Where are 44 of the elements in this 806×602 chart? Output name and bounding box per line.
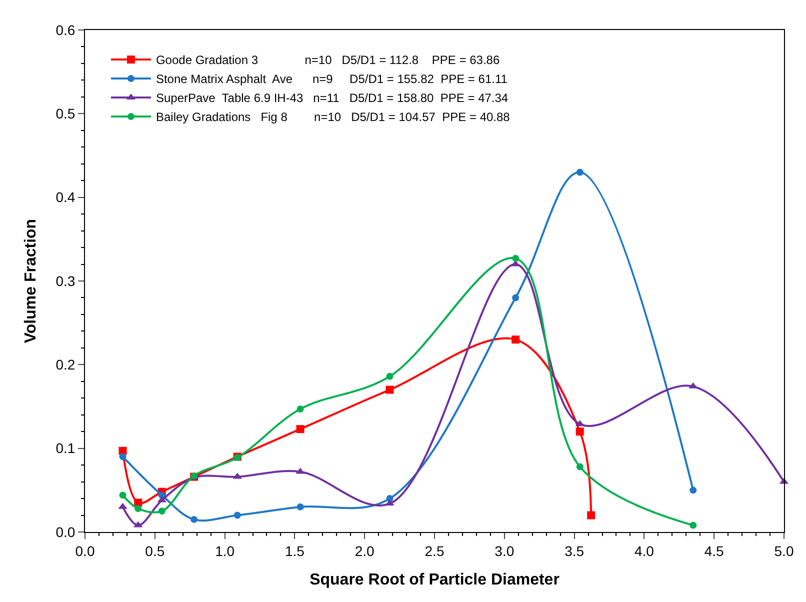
- x-tick-label: 0.5: [145, 542, 165, 559]
- x-tick-label: 2.0: [354, 542, 375, 559]
- point: [576, 168, 584, 176]
- point: [190, 516, 198, 523]
- point: [690, 522, 697, 529]
- x-tick-label: 1.5: [284, 542, 305, 559]
- legend-label: SuperPave Table 6.9 IH-43 n=11 D5/D1 = 158.80 PPE = 47.34: [156, 91, 508, 106]
- x-axis-title: Square Root of Particle Diameter: [310, 572, 560, 588]
- legend-label: Bailey Gradations Fig 8 n=10 D5/D1 = 104.57 PPE = 40.88: [156, 110, 510, 124]
- point: [119, 453, 126, 460]
- point: [512, 294, 520, 302]
- point: [234, 512, 241, 519]
- x-tick-label: 0.0: [75, 542, 95, 559]
- point: [296, 406, 304, 413]
- point: [576, 428, 584, 436]
- y-tick-label: 0.2: [56, 356, 76, 373]
- point: [386, 372, 394, 380]
- x-tick-label: 3.5: [564, 542, 584, 559]
- point: [386, 386, 394, 394]
- point: [587, 511, 596, 520]
- x-tick-label: 4.5: [704, 542, 724, 559]
- point: [119, 492, 126, 499]
- y-axis-title: Volume Fraction: [22, 218, 40, 344]
- point: [576, 463, 584, 470]
- point: [690, 486, 697, 494]
- point: [134, 505, 142, 512]
- y-tick-label: 0.0: [56, 524, 76, 540]
- point: [296, 503, 304, 510]
- point: [296, 425, 304, 434]
- point: [512, 254, 520, 262]
- y-tick-label: 0.5: [56, 106, 76, 122]
- y-tick-label: 0.4: [56, 189, 76, 206]
- x-tick-label: 1.0: [215, 542, 235, 559]
- legend-label: Goode Gradation 3 n=10 D5/D1 = 112.8 PPE = 63.86: [156, 53, 500, 68]
- x-tick-label: 3.0: [494, 542, 514, 559]
- x-tick-label: 2.5: [424, 542, 444, 559]
- y-tick-label: 0.3: [56, 272, 76, 289]
- legend-label: Stone Matrix Asphalt Ave n=9 D5/D1 = 155.82 PPE = 61.11: [156, 72, 508, 86]
- y-tick-label: 0.6: [56, 22, 76, 38]
- x-tick-label: 4.0: [634, 542, 654, 559]
- point: [158, 508, 166, 515]
- x-tick-label: 5.0: [774, 542, 794, 559]
- y-tick-label: 0.1: [56, 440, 76, 456]
- point: [512, 336, 520, 344]
